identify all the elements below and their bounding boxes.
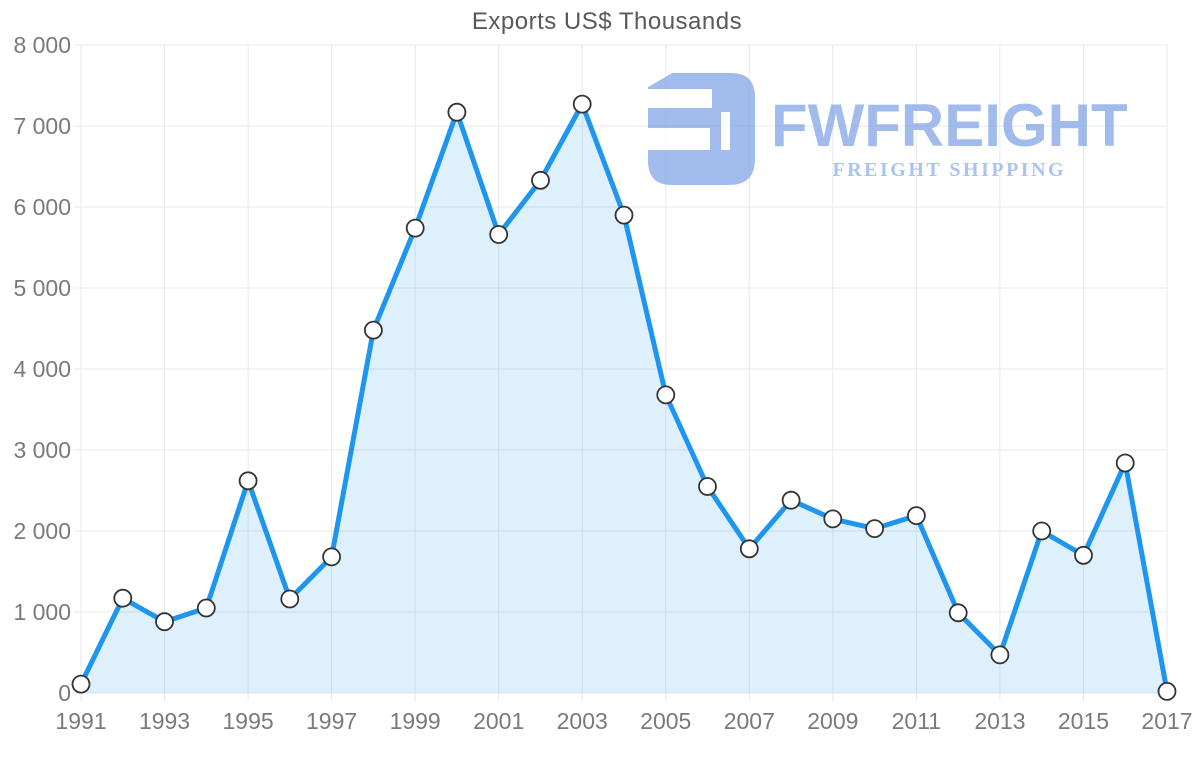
data-point-2000[interactable] xyxy=(447,102,467,122)
data-point-2009[interactable] xyxy=(823,509,843,529)
x-axis-tick-label: 2009 xyxy=(807,708,858,734)
data-point-1999[interactable] xyxy=(405,218,425,238)
x-axis-tick-label: 1997 xyxy=(306,708,357,734)
y-axis-tick-label: 8 000 xyxy=(13,32,71,58)
x-axis-tick-label: 2005 xyxy=(640,708,691,734)
x-axis-tick-label: 2015 xyxy=(1058,708,1109,734)
data-point-2012[interactable] xyxy=(948,603,968,623)
data-point-1997[interactable] xyxy=(322,547,342,567)
data-point-2008[interactable] xyxy=(781,490,801,510)
data-point-2002[interactable] xyxy=(531,170,550,190)
data-point-1996[interactable] xyxy=(280,589,300,609)
data-point-2007[interactable] xyxy=(739,539,759,559)
y-axis-tick-label: 7 000 xyxy=(13,113,71,139)
data-point-2015[interactable] xyxy=(1074,545,1093,565)
x-axis-tick-label: 2003 xyxy=(557,708,608,734)
data-point-1995[interactable] xyxy=(238,471,258,491)
data-point-2017[interactable] xyxy=(1157,682,1177,701)
data-point-1998[interactable] xyxy=(363,320,383,340)
data-point-2011[interactable] xyxy=(907,506,926,525)
x-axis-tick-label: 2007 xyxy=(724,708,775,734)
chart-title: Exports US$ Thousands xyxy=(471,8,743,35)
data-point-2016[interactable] xyxy=(1115,453,1135,473)
x-axis-tick-label: 1995 xyxy=(222,708,273,734)
x-axis-tick-label: 1991 xyxy=(55,708,106,734)
data-point-2005[interactable] xyxy=(656,385,676,405)
data-point-2001[interactable] xyxy=(489,225,509,244)
data-point-2013[interactable] xyxy=(990,645,1010,665)
data-point-1992[interactable] xyxy=(113,588,133,608)
data-point-2004[interactable] xyxy=(614,205,634,225)
data-point-2006[interactable] xyxy=(698,477,717,496)
y-axis-tick-label: 0 xyxy=(58,680,71,706)
y-axis-tick-label: 3 000 xyxy=(13,437,71,463)
x-axis-tick-label: 2001 xyxy=(473,708,524,734)
y-axis-tick-label: 4 000 xyxy=(13,356,71,382)
data-point-1991[interactable] xyxy=(71,674,91,694)
y-axis-tick-label: 5 000 xyxy=(13,275,71,301)
data-point-2014[interactable] xyxy=(1032,521,1052,541)
data-point-2003[interactable] xyxy=(572,94,592,114)
series-area-fill xyxy=(81,104,1167,694)
data-point-1993[interactable] xyxy=(155,612,174,632)
data-point-2010[interactable] xyxy=(865,519,884,538)
y-axis-tick-label: 1 000 xyxy=(13,599,71,625)
data-point-1994[interactable] xyxy=(196,598,216,618)
y-axis-tick-label: 6 000 xyxy=(13,194,71,220)
x-axis-tick-label: 2017 xyxy=(1141,708,1192,734)
x-axis-tick-label: 1999 xyxy=(390,708,441,734)
x-axis-tick-label: 2011 xyxy=(892,708,941,734)
y-axis-tick-label: 2 000 xyxy=(13,518,71,544)
x-axis-tick-label: 2013 xyxy=(974,708,1025,734)
x-axis-tick-label: 1993 xyxy=(139,708,190,734)
